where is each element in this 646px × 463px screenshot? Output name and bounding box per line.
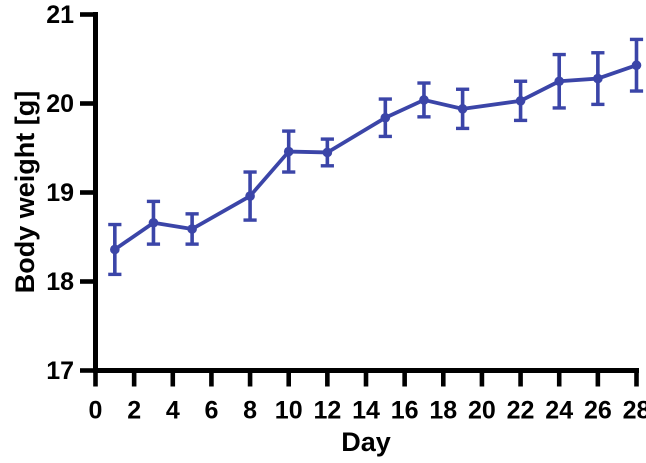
- data-point: [110, 244, 120, 255]
- data-point: [380, 112, 391, 123]
- data-point: [457, 104, 468, 114]
- x-axis-title: Day: [341, 427, 391, 457]
- data-point: [419, 95, 429, 105]
- x-tick-label: 6: [204, 397, 218, 425]
- x-tick-label: 16: [391, 397, 419, 425]
- x-tick-label: 24: [545, 397, 573, 425]
- y-axis-title: Body weight [g]: [10, 91, 40, 293]
- x-tick-label: 28: [623, 397, 646, 425]
- x-tick-label: 12: [313, 397, 341, 425]
- data-point: [593, 73, 603, 84]
- x-tick-label: 22: [507, 397, 535, 425]
- data-point: [148, 217, 159, 228]
- data-point: [631, 60, 642, 71]
- data-point: [283, 146, 294, 157]
- x-tick-label: 0: [89, 397, 103, 425]
- x-tick-label: 4: [166, 397, 180, 425]
- y-tick-label: 19: [46, 179, 74, 207]
- y-tick-label: 20: [46, 90, 74, 118]
- y-tick-label: 21: [46, 1, 74, 29]
- data-point: [554, 76, 565, 87]
- y-tick-label: 18: [46, 268, 74, 296]
- x-tick-label: 8: [243, 397, 257, 425]
- data-point: [515, 96, 526, 106]
- x-tick-label: 10: [275, 397, 303, 425]
- data-point: [245, 191, 255, 201]
- x-tick-label: 14: [352, 397, 380, 425]
- x-tick-label: 20: [468, 397, 496, 425]
- data-point: [322, 147, 333, 158]
- x-tick-label: 18: [429, 397, 457, 425]
- y-tick-label: 17: [46, 357, 74, 385]
- x-tick-label: 26: [584, 397, 612, 425]
- data-point: [187, 224, 197, 234]
- x-tick-label: 2: [127, 397, 141, 425]
